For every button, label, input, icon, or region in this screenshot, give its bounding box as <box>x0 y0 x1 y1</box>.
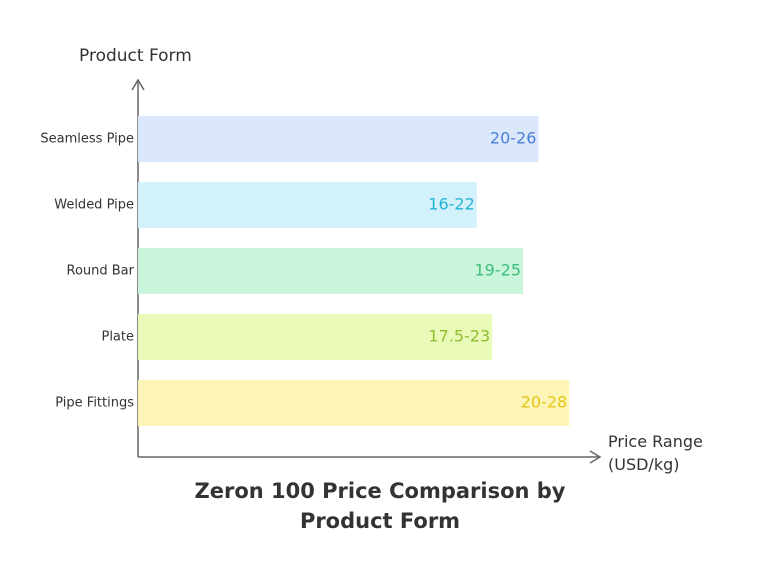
bar <box>138 248 523 294</box>
chart-title: Zeron 100 Price Comparison by Product Fo… <box>194 479 566 533</box>
x-axis-label: Price Range (USD/kg) <box>608 432 703 474</box>
bar <box>138 116 539 162</box>
y-axis-arrow <box>131 78 145 91</box>
value-label: 20-28 <box>521 393 568 412</box>
value-label: 20-26 <box>490 129 537 148</box>
bar <box>138 314 493 360</box>
value-label: 17.5-23 <box>428 327 490 346</box>
y-tick-label: Pipe Fittings <box>55 396 134 411</box>
y-tick-label: Welded Pipe <box>54 198 134 213</box>
value-label: 19-25 <box>475 261 522 280</box>
y-tick-label: Round Bar <box>67 264 135 279</box>
bar <box>138 380 570 426</box>
value-label: 16-22 <box>428 195 475 214</box>
y-tick-label: Seamless Pipe <box>40 132 134 147</box>
bar <box>138 182 477 228</box>
y-axis-label: Product Form <box>79 46 192 66</box>
y-tick-label: Plate <box>101 330 134 345</box>
x-axis-arrow <box>589 450 602 464</box>
